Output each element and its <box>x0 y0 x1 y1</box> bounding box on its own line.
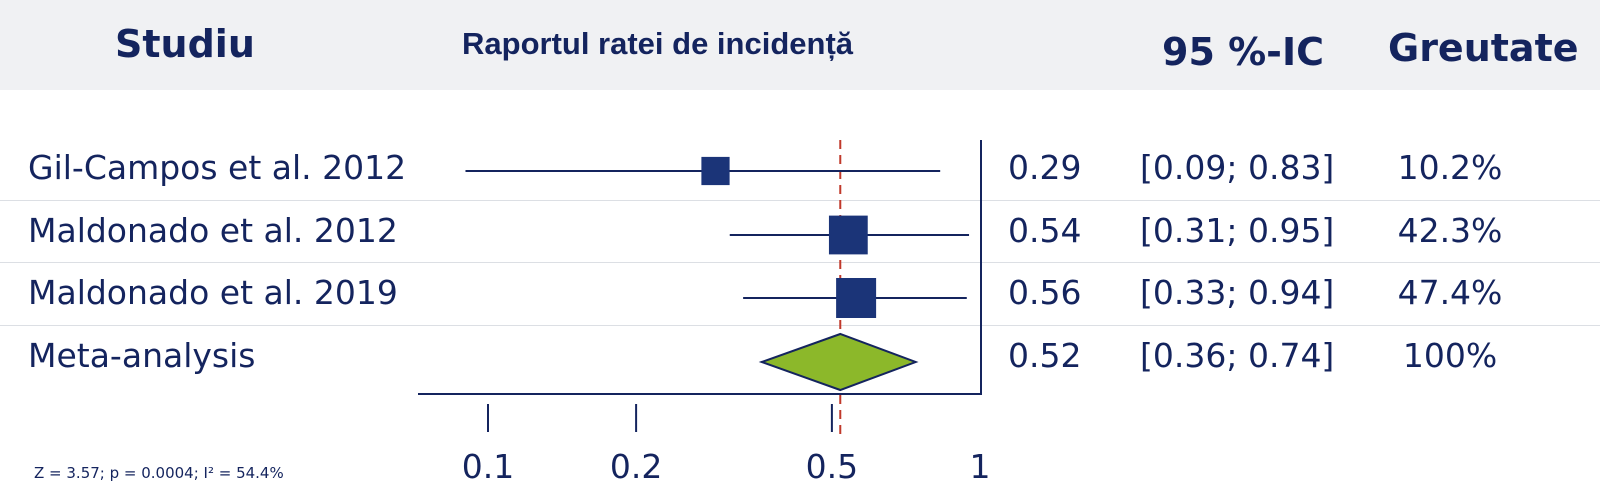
summary-ci-label: [0.36; 0.74] <box>1140 336 1335 375</box>
ci-label: [0.09; 0.83] <box>1140 148 1335 187</box>
row-divider <box>0 325 1600 326</box>
weight-label: 42.3% <box>1397 211 1503 250</box>
x-tick-label: 0.2 <box>610 447 662 486</box>
column-header-ratio: Raportul ratei de incidență <box>462 26 854 61</box>
estimate-label: 0.29 <box>1008 148 1082 187</box>
row-divider <box>0 200 1600 201</box>
summary-label: Meta-analysis <box>28 336 256 375</box>
study-label: Maldonado et al. 2019 <box>28 273 398 312</box>
study-label: Maldonado et al. 2012 <box>28 211 398 250</box>
study-marker <box>701 156 730 186</box>
estimate-label: 0.56 <box>1008 273 1082 312</box>
ci-label: [0.33; 0.94] <box>1140 273 1335 312</box>
x-tick-label: 0.5 <box>806 447 858 486</box>
weight-label: 47.4% <box>1397 273 1503 312</box>
study-label: Gil-Campos et al. 2012 <box>28 148 407 187</box>
header-bar <box>0 0 1600 90</box>
column-header-weight: Greutate <box>1388 26 1579 70</box>
study-marker <box>836 278 877 318</box>
heterogeneity-footnote: Z = 3.57; p = 0.0004; I² = 54.4% <box>34 464 284 482</box>
row-divider <box>0 262 1600 263</box>
x-tick-label: 1 <box>970 447 991 486</box>
summary-diamond <box>758 332 919 392</box>
summary-estimate-label: 0.52 <box>1008 336 1082 375</box>
x-tick-label: 0.1 <box>462 447 514 486</box>
study-marker <box>828 215 868 255</box>
column-header-study: Studiu <box>115 22 255 66</box>
estimate-label: 0.54 <box>1008 211 1082 250</box>
ci-label: [0.31; 0.95] <box>1140 211 1335 250</box>
summary-weight-label: 100% <box>1402 336 1498 375</box>
weight-label: 10.2% <box>1397 148 1503 187</box>
column-header-ci: 95 %-IC <box>1162 30 1324 74</box>
